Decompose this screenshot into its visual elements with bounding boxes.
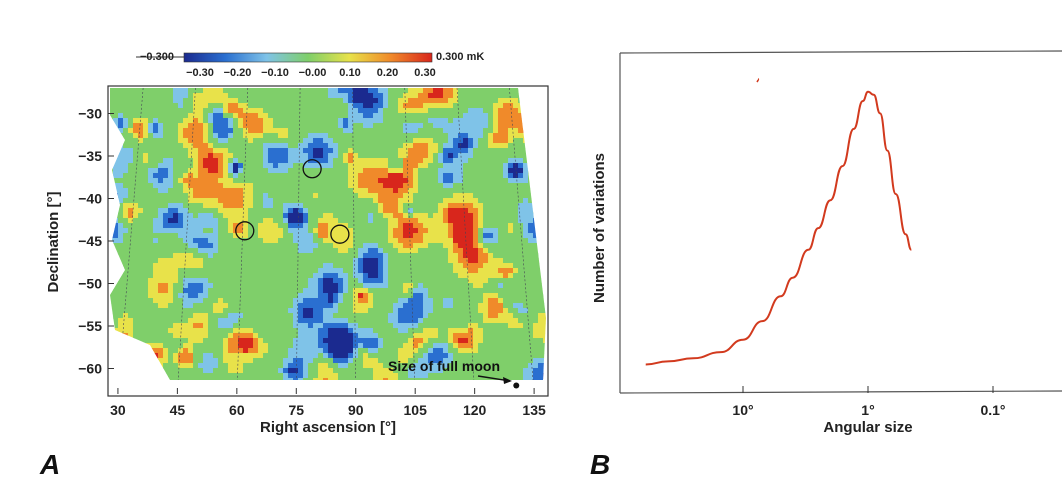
map-y-tick-label: −35 bbox=[78, 148, 102, 164]
colorbar-tick-label: −0.00 bbox=[299, 67, 327, 79]
panel-b-letter: B bbox=[590, 449, 610, 480]
map-y-tick-label: −50 bbox=[78, 276, 102, 292]
map-circles bbox=[235, 159, 350, 244]
map-x-tick-label: 135 bbox=[522, 402, 546, 418]
map-x-axis-label: Right ascension [°] bbox=[260, 419, 396, 436]
map-x-tick-label: 60 bbox=[229, 402, 245, 418]
map-y-tick-label: −60 bbox=[78, 361, 102, 377]
panel-a: −0.300 0.300 mK −0.30 −0.20 −0.10 −0.00 0.10… bbox=[39, 51, 549, 480]
map-y-tick-label: −55 bbox=[78, 318, 102, 334]
colorbar-ticks: −0.30 −0.20 −0.10 −0.00 0.10 0.20 0.30 bbox=[186, 67, 436, 79]
spectrum-x-tick-label: 0.1° bbox=[980, 402, 1005, 418]
highlight-circle-3 bbox=[330, 224, 350, 244]
map-x-tick-label: 30 bbox=[110, 402, 126, 418]
panel-b-top-border bbox=[619, 50, 1062, 54]
highlight-circle-1 bbox=[302, 159, 322, 179]
spectrum-x-tick-label: 10° bbox=[732, 402, 753, 418]
map-grid-lines bbox=[117, 88, 535, 380]
map-x-tick-label: 90 bbox=[348, 402, 364, 418]
map-x-tick-label: 105 bbox=[404, 402, 428, 418]
spectrum-axes: 10° 1° 0.1° bbox=[732, 386, 1006, 418]
colorbar-max-label: 0.300 mK bbox=[436, 51, 484, 63]
colorbar-tick-label: −0.20 bbox=[224, 67, 252, 79]
map-y-axis-label: Declination [°] bbox=[45, 191, 62, 292]
spectrum-y-axis-label: Number of variations bbox=[591, 153, 608, 303]
stray-mark bbox=[756, 78, 760, 83]
map-y-tick-label: −45 bbox=[78, 233, 102, 249]
map-x-tick-label: 120 bbox=[463, 402, 487, 418]
colorbar-tick-label: 0.10 bbox=[339, 67, 360, 79]
colorbar-tick-label: 0.30 bbox=[414, 67, 435, 79]
map-y-tick-label: −30 bbox=[78, 106, 102, 122]
panel-b-bottom-axis bbox=[619, 390, 1062, 394]
spectrum-x-tick-label: 1° bbox=[861, 402, 874, 418]
moon-annotation: Size of full moon bbox=[388, 358, 500, 374]
colorbar-tick-label: 0.20 bbox=[377, 67, 398, 79]
colorbar-tick-label: −0.30 bbox=[186, 67, 214, 79]
colorbar: −0.300 0.300 mK −0.30 −0.20 −0.10 −0.00 0.10… bbox=[136, 51, 484, 79]
spectrum-x-axis-label: Angular size bbox=[823, 419, 912, 436]
spectrum-series-line bbox=[645, 90, 912, 366]
colorbar-min-label: −0.300 bbox=[140, 51, 174, 63]
moon-arrow-head bbox=[503, 377, 512, 384]
map-y-tick-label: −40 bbox=[78, 191, 102, 207]
colorbar-tick-label: −0.10 bbox=[261, 67, 289, 79]
highlight-circle-2 bbox=[235, 221, 255, 241]
cmb-map bbox=[110, 88, 546, 380]
panel-b: 10° 1° 0.1° Angular size Number of variati… bbox=[590, 50, 1062, 480]
panel-a-letter: A bbox=[39, 449, 60, 480]
map-axes: 30 45 60 75 90 105 120 135 −30 −35 −40 −45 −50 −55 −60 bbox=[78, 106, 546, 419]
map-x-tick-label: 45 bbox=[170, 402, 186, 418]
map-x-tick-label: 75 bbox=[289, 402, 305, 418]
full-moon-marker bbox=[513, 382, 520, 389]
colorbar-gradient bbox=[183, 52, 433, 63]
